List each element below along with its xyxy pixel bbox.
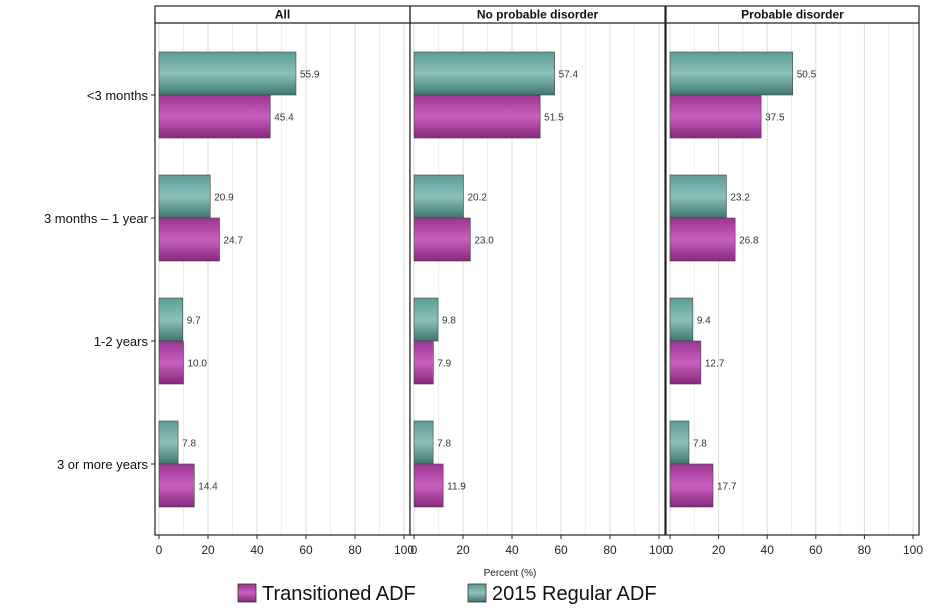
legend-label: 2015 Regular ADF (492, 583, 657, 605)
data-label: 9.8 (442, 316, 456, 327)
bar (669, 174, 727, 219)
x-tick-label: 40 (250, 543, 264, 557)
x-tick-label: 80 (858, 543, 872, 557)
bar (158, 94, 271, 139)
category-label: <3 months (87, 88, 149, 103)
x-tick-label: 0 (667, 543, 674, 557)
category-label: 1-2 years (94, 334, 149, 349)
bar (158, 340, 184, 385)
x-tick-label: 0 (156, 543, 163, 557)
data-label: 20.2 (467, 193, 487, 204)
bar (158, 297, 184, 342)
category-label: 3 or more years (57, 457, 149, 472)
bar (158, 174, 211, 219)
bar (669, 51, 794, 96)
bar (669, 340, 702, 385)
data-label: 26.8 (739, 236, 759, 247)
bar (413, 297, 439, 342)
data-label: 50.5 (797, 70, 817, 81)
panel-title: Probable disorder (741, 8, 844, 22)
x-tick-label: 60 (809, 543, 823, 557)
data-label: 10.0 (188, 359, 208, 370)
data-label: 24.7 (224, 236, 244, 247)
bar (158, 463, 195, 508)
bar (669, 420, 690, 465)
legend-entry: Transitioned ADF (237, 583, 416, 605)
bar (669, 217, 736, 262)
x-tick-label: 0 (411, 543, 418, 557)
data-label: 14.4 (198, 482, 218, 493)
x-tick-label: 80 (603, 543, 617, 557)
x-axis-title: Percent (%) (484, 568, 537, 579)
legend-swatch (467, 583, 487, 603)
bar (413, 463, 444, 508)
data-label: 9.7 (187, 316, 201, 327)
panel-border (409, 5, 666, 536)
category-label: 3 months – 1 year (44, 211, 149, 226)
x-tick-label: 100 (394, 543, 414, 557)
data-label: 51.5 (544, 113, 564, 124)
bar (669, 463, 714, 508)
x-tick-label: 100 (903, 543, 923, 557)
x-tick-label: 60 (554, 543, 568, 557)
bar (413, 94, 541, 139)
panel-0: 55.9 45.4 20.9 24.7 9.7 10.0 7.8 14.4 All 0 20 40 60… (154, 5, 414, 557)
bar (158, 51, 297, 96)
x-tick-label: 40 (761, 543, 775, 557)
data-label: 45.4 (274, 113, 294, 124)
data-label: 11.9 (447, 482, 466, 493)
data-label: 7.8 (437, 439, 451, 450)
x-tick-label: 100 (649, 543, 669, 557)
data-label: 17.7 (717, 482, 737, 493)
panel-2: 50.5 37.5 23.2 26.8 9.4 12.7 7.8 17.7 Probable d… (665, 5, 923, 557)
x-tick-label: 60 (299, 543, 313, 557)
data-label: 7.8 (693, 439, 707, 450)
data-label: 20.9 (214, 193, 234, 204)
data-label: 55.9 (300, 70, 320, 81)
bar (669, 94, 762, 139)
bar (158, 420, 179, 465)
bar (413, 340, 434, 385)
data-label: 23.0 (474, 236, 494, 247)
x-tick-label: 20 (712, 543, 726, 557)
panel-title: All (275, 8, 290, 22)
category-labels: <3 months 3 months – 1 year 1-2 years 3 or … (44, 88, 155, 472)
panel-1: 57.4 51.5 20.2 23.0 9.8 7.9 7.8 11.9 No probable… (409, 5, 669, 557)
data-label: 23.2 (730, 193, 750, 204)
bar (669, 297, 694, 342)
data-label: 7.9 (437, 359, 451, 370)
legend-swatch (237, 583, 257, 603)
bar (413, 174, 464, 219)
x-tick-label: 20 (456, 543, 470, 557)
data-label: 9.4 (697, 316, 711, 327)
bar (413, 420, 434, 465)
data-label: 57.4 (559, 70, 579, 81)
x-tick-label: 40 (505, 543, 519, 557)
panel-title: No probable disorder (477, 8, 599, 22)
legend-label: Transitioned ADF (262, 583, 416, 605)
data-label: 37.5 (765, 113, 785, 124)
x-tick-label: 80 (348, 543, 362, 557)
legend-entry: 2015 Regular ADF (467, 583, 657, 605)
legend: Transitioned ADF 2015 Regular ADF (237, 583, 657, 605)
data-label: 7.8 (182, 439, 196, 450)
bar (413, 51, 555, 96)
bar (413, 217, 471, 262)
bar (158, 217, 220, 262)
data-label: 12.7 (705, 359, 725, 370)
panels: 55.9 45.4 20.9 24.7 9.7 10.0 7.8 14.4 All 0 20 40 60… (154, 5, 923, 557)
x-tick-label: 20 (201, 543, 215, 557)
panel-border (665, 5, 920, 536)
